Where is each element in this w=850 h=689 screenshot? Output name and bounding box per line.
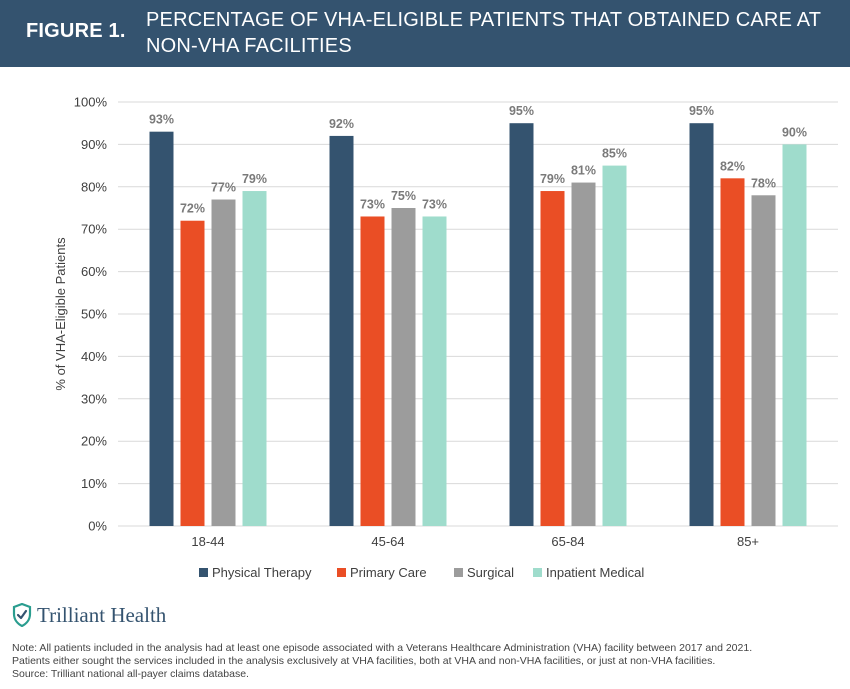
y-tick-label: 50% [81,307,107,322]
bar [242,191,267,526]
data-label: 79% [540,172,565,186]
legend-swatch [337,568,346,577]
note-line: Patients either sought the services incl… [12,655,716,667]
data-label: 77% [211,181,236,195]
shield-check-icon [12,603,32,627]
data-label: 95% [509,104,534,118]
data-label: 73% [422,197,447,211]
figure-title: PERCENTAGE OF VHA-ELIGIBLE PATIENTS THAT… [146,9,821,57]
data-label: 85% [602,147,627,161]
y-tick-label: 40% [81,349,107,364]
data-label: 72% [180,202,205,216]
data-label: 93% [149,113,174,127]
figure-label: FIGURE 1. [26,20,126,42]
x-tick-label: 18-44 [191,534,224,549]
data-label: 73% [360,197,385,211]
bar [751,195,776,526]
bar [360,216,385,527]
y-axis-label: % of VHA-Eligible Patients [53,237,68,391]
y-tick-label: 10% [81,476,107,491]
data-label: 78% [751,176,776,190]
note-line: Note: All patients included in the analy… [12,642,753,654]
bar [509,123,534,526]
y-tick-label: 90% [81,137,107,152]
bar [720,178,745,526]
legend-swatch [533,568,542,577]
bar [422,216,447,527]
note-line: Source: Trilliant national all-payer cla… [12,668,249,680]
y-tick-label: 80% [81,179,107,194]
bar [149,131,174,526]
bar [571,182,596,526]
x-tick-label: 65-84 [551,534,584,549]
data-label: 90% [782,125,807,139]
y-tick-label: 0% [88,519,107,534]
legend-swatch [199,568,208,577]
data-label: 82% [720,159,745,173]
data-label: 92% [329,117,354,131]
bar [782,144,807,526]
bar [329,135,354,527]
legend-swatch [454,568,463,577]
data-label: 81% [571,164,596,178]
bar-chart: 0% 10% 20% 30% 40% 50% 60% 70% 80% 90% 100% % of VH… [53,95,838,580]
y-tick-label: 30% [81,391,107,406]
bar [540,191,565,526]
bar [211,199,236,526]
x-tick-label: 45-64 [371,534,404,549]
data-label: 95% [689,104,714,118]
data-label: 79% [242,172,267,186]
company-name: Trilliant Health [37,602,167,627]
y-tick-label: 70% [81,222,107,237]
bar [391,208,416,526]
data-label: 75% [391,189,416,203]
bar [689,123,714,526]
bar [180,220,205,526]
legend-label: Physical Therapy [212,565,312,580]
y-tick-label: 20% [81,434,107,449]
legend-label: Primary Care [350,565,427,580]
company-logo: Trilliant Health [12,602,166,628]
bar [602,165,627,526]
x-tick-label: 85+ [737,534,759,549]
footnote: Note: All patients included in the analy… [12,642,842,681]
y-tick-label: 60% [81,264,107,279]
legend-label: Inpatient Medical [546,565,644,580]
figure-header: FIGURE 1. PERCENTAGE OF VHA-ELIGIBLE PAT… [0,0,850,67]
y-tick-label: 100% [74,95,108,110]
legend-label: Surgical [467,565,514,580]
